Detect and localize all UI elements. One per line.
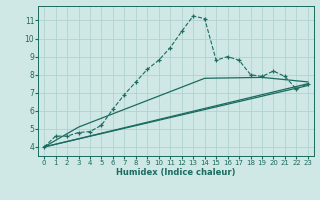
X-axis label: Humidex (Indice chaleur): Humidex (Indice chaleur) bbox=[116, 168, 236, 177]
